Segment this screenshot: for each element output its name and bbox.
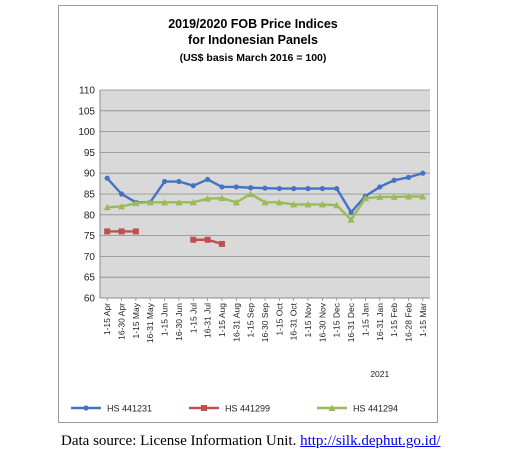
x-tick-label: 16-30 Nov xyxy=(317,302,327,342)
x-tick-label: 1-15 Nov xyxy=(303,302,313,337)
y-tick-label: 60 xyxy=(84,294,96,305)
y-tick-label: 95 xyxy=(84,148,96,159)
data-point-hs-441231 xyxy=(219,184,225,190)
data-point-hs-441231 xyxy=(276,185,282,192)
y-tick-label: 65 xyxy=(84,273,96,284)
data-point-hs-441231 xyxy=(104,175,110,181)
x-tick-label: 1-15 Feb xyxy=(389,303,399,337)
chart-title-line: for Indonesian Panels xyxy=(188,33,318,47)
chart-frame: 2019/2020 FOB Price Indices for Indonesia… xyxy=(58,5,438,423)
data-point-hs-441299 xyxy=(118,228,125,235)
data-point-hs-441294 xyxy=(390,193,398,200)
data-point-hs-441294 xyxy=(118,202,126,210)
y-tick-label: 100 xyxy=(78,127,95,138)
data-point-hs-441231 xyxy=(391,177,397,183)
legend-label: HS 441231 xyxy=(107,404,152,414)
x-tick-label: 1-15 Dec xyxy=(332,302,342,337)
data-point-hs-441294 xyxy=(161,198,169,206)
data-point-hs-441231 xyxy=(190,183,196,189)
data-point-hs-441294 xyxy=(132,199,140,207)
x-tick-label: 16-31 Oct xyxy=(289,302,299,340)
x-tick-label: 16-31 Jan xyxy=(375,303,385,341)
y-tick-label: 70 xyxy=(84,252,96,263)
y-tick-label: 110 xyxy=(79,86,95,97)
data-point-hs-441294 xyxy=(290,200,298,208)
data-point-hs-441294 xyxy=(419,192,427,200)
x-tick-label: 1-15 May xyxy=(131,302,141,338)
data-point-hs-441299 xyxy=(204,236,211,243)
data-point-hs-441294 xyxy=(376,193,384,200)
x-tick-label: 1-15 Apr xyxy=(102,303,112,335)
chart-title-line: 2019/2020 FOB Price Indices xyxy=(168,17,338,31)
x-tick-label: 16-31 May xyxy=(145,302,155,343)
x-tick-label: 16-30 Jun xyxy=(174,303,184,341)
data-point-hs-441231 xyxy=(405,174,412,180)
data-source-text: Data source: License Information Unit. xyxy=(61,433,301,449)
y-tick-label: 75 xyxy=(84,231,96,242)
data-point-hs-441231 xyxy=(291,185,297,192)
year-label: 2021 xyxy=(370,369,389,379)
data-point-hs-441294 xyxy=(304,200,312,208)
x-tick-label: 1-15 Mar xyxy=(418,303,428,337)
data-point-hs-441294 xyxy=(204,195,212,202)
x-tick-label: 1-15 Jan xyxy=(360,303,370,336)
line-chart: 2019/2020 FOB Price Indices for Indonesia… xyxy=(71,17,430,414)
data-point-hs-441231 xyxy=(233,184,239,190)
data-point-hs-441294 xyxy=(189,198,197,206)
legend-marker-hs-441231 xyxy=(83,405,89,411)
data-point-hs-441231 xyxy=(161,178,168,185)
data-point-hs-441294 xyxy=(318,200,326,208)
y-tick-label: 90 xyxy=(84,169,96,180)
data-point-hs-441294 xyxy=(361,194,369,202)
x-tick-label: 16-31 Aug xyxy=(231,303,241,342)
data-point-hs-441294 xyxy=(175,198,183,206)
chart-title-line: (US$ basis March 2016 = 100) xyxy=(180,52,327,64)
data-point-hs-441299 xyxy=(132,228,139,235)
data-point-hs-441299 xyxy=(218,240,225,247)
y-tick-label: 105 xyxy=(78,106,95,117)
legend-label: HS 441299 xyxy=(225,404,270,414)
data-point-hs-441231 xyxy=(262,185,268,191)
data-point-hs-441294 xyxy=(347,216,355,223)
x-tick-label: 1-15 Jul xyxy=(188,303,198,333)
data-point-hs-441231 xyxy=(348,209,354,215)
data-point-hs-441231 xyxy=(248,185,254,191)
legend-marker-hs-441294 xyxy=(328,404,336,411)
x-tick-label: 16-30 Apr xyxy=(117,303,127,340)
data-point-hs-441231 xyxy=(420,170,426,176)
x-tick-label: 1-15 Jun xyxy=(160,303,170,336)
data-point-hs-441231 xyxy=(118,191,125,197)
data-point-hs-441231 xyxy=(377,184,383,190)
x-tick-label: 16-31 Jul xyxy=(203,303,213,338)
x-tick-label: 1-15 Aug xyxy=(217,303,227,337)
data-point-hs-441231 xyxy=(305,185,311,192)
legend-label: HS 441294 xyxy=(353,404,398,414)
data-point-hs-441294 xyxy=(275,198,283,206)
data-point-hs-441294 xyxy=(103,203,111,211)
data-point-hs-441231 xyxy=(334,185,340,192)
data-source-link[interactable]: http://silk.dephut.go.id/ xyxy=(300,433,441,449)
data-point-hs-441294 xyxy=(261,198,269,206)
data-source-note: Data source: License Information Unit. h… xyxy=(61,433,441,450)
data-point-hs-441231 xyxy=(319,185,325,192)
data-point-hs-441299 xyxy=(104,228,111,235)
y-tick-label: 80 xyxy=(84,210,96,221)
x-tick-label: 16-30 Sep xyxy=(260,303,270,342)
data-point-hs-441231 xyxy=(205,176,211,183)
data-point-hs-441294 xyxy=(404,192,412,200)
y-tick-label: 85 xyxy=(84,190,96,201)
x-tick-label: 16-31 Dec xyxy=(346,302,356,342)
data-point-hs-441231 xyxy=(176,178,182,185)
data-point-hs-441294 xyxy=(333,201,341,209)
x-tick-label: 16-28 Feb xyxy=(403,303,413,342)
data-point-hs-441294 xyxy=(218,194,226,202)
x-tick-label: 1-15 Sep xyxy=(246,303,256,338)
data-point-hs-441294 xyxy=(232,198,240,206)
x-tick-label: 1-15 Oct xyxy=(274,302,284,335)
data-point-hs-441294 xyxy=(247,190,255,197)
data-point-hs-441294 xyxy=(146,198,154,206)
legend-marker-hs-441299 xyxy=(201,405,207,411)
data-point-hs-441299 xyxy=(190,236,197,243)
